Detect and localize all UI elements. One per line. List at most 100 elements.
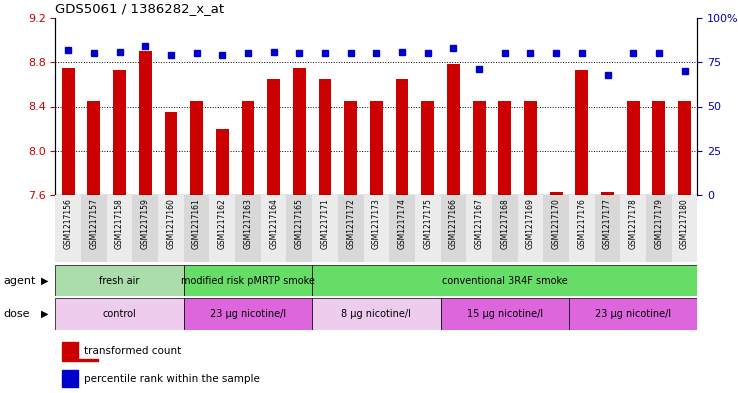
- Text: GSM1217180: GSM1217180: [680, 198, 689, 249]
- Bar: [312, 298, 441, 330]
- Bar: [55, 298, 184, 330]
- Text: GSM1217160: GSM1217160: [167, 198, 176, 249]
- Bar: [55, 195, 81, 262]
- Text: ▶: ▶: [41, 275, 48, 285]
- Bar: [569, 195, 595, 262]
- Bar: [55, 265, 184, 296]
- Text: GSM1217175: GSM1217175: [424, 198, 432, 249]
- Bar: [190, 101, 203, 195]
- Text: GSM1217164: GSM1217164: [269, 198, 278, 249]
- Bar: [62, 359, 98, 361]
- Text: GSM1217163: GSM1217163: [244, 198, 252, 249]
- Bar: [672, 195, 697, 262]
- Bar: [107, 195, 132, 262]
- Bar: [517, 195, 543, 262]
- Bar: [441, 298, 569, 330]
- Bar: [113, 70, 126, 195]
- Text: 15 μg nicotine/l: 15 μg nicotine/l: [466, 309, 543, 319]
- Bar: [312, 195, 338, 262]
- Text: 23 μg nicotine/l: 23 μg nicotine/l: [210, 309, 286, 319]
- Bar: [312, 265, 697, 296]
- Bar: [235, 195, 261, 262]
- Bar: [241, 101, 255, 195]
- Bar: [62, 342, 77, 359]
- Bar: [62, 370, 77, 387]
- Bar: [524, 101, 537, 195]
- Text: GSM1217156: GSM1217156: [63, 198, 72, 249]
- Bar: [396, 79, 408, 195]
- Bar: [215, 129, 229, 195]
- Bar: [132, 195, 158, 262]
- Bar: [415, 195, 441, 262]
- Text: conventional 3R4F smoke: conventional 3R4F smoke: [442, 275, 568, 285]
- Bar: [344, 101, 357, 195]
- Text: GSM1217165: GSM1217165: [295, 198, 304, 249]
- Bar: [62, 68, 75, 195]
- Text: GSM1217166: GSM1217166: [449, 198, 458, 249]
- Bar: [267, 79, 280, 195]
- Text: GSM1217172: GSM1217172: [346, 198, 355, 249]
- Text: GSM1217159: GSM1217159: [141, 198, 150, 249]
- Bar: [319, 79, 331, 195]
- Bar: [550, 192, 562, 195]
- Text: GSM1217170: GSM1217170: [552, 198, 561, 249]
- Bar: [293, 68, 306, 195]
- Text: GSM1217179: GSM1217179: [655, 198, 663, 249]
- Bar: [498, 101, 511, 195]
- Text: percentile rank within the sample: percentile rank within the sample: [84, 373, 260, 384]
- Bar: [87, 101, 100, 195]
- Bar: [261, 195, 286, 262]
- Bar: [139, 51, 151, 195]
- Bar: [286, 195, 312, 262]
- Bar: [447, 64, 460, 195]
- Text: control: control: [103, 309, 137, 319]
- Text: 8 μg nicotine/l: 8 μg nicotine/l: [342, 309, 411, 319]
- Bar: [569, 298, 697, 330]
- Bar: [595, 195, 621, 262]
- Text: GSM1217169: GSM1217169: [526, 198, 535, 249]
- Bar: [678, 101, 691, 195]
- Bar: [364, 195, 389, 262]
- Text: GSM1217178: GSM1217178: [629, 198, 638, 249]
- Bar: [81, 195, 107, 262]
- Text: transformed count: transformed count: [84, 346, 182, 356]
- Text: GSM1217167: GSM1217167: [475, 198, 483, 249]
- Text: GSM1217157: GSM1217157: [89, 198, 98, 249]
- Text: dose: dose: [4, 309, 30, 319]
- Bar: [543, 195, 569, 262]
- Text: agent: agent: [4, 275, 36, 285]
- Bar: [210, 195, 235, 262]
- Bar: [158, 195, 184, 262]
- Bar: [370, 101, 383, 195]
- Bar: [184, 195, 210, 262]
- Text: 23 μg nicotine/l: 23 μg nicotine/l: [595, 309, 672, 319]
- Text: GSM1217176: GSM1217176: [577, 198, 586, 249]
- Bar: [466, 195, 492, 262]
- Text: GSM1217173: GSM1217173: [372, 198, 381, 249]
- Text: GSM1217174: GSM1217174: [398, 198, 407, 249]
- Bar: [389, 195, 415, 262]
- Bar: [472, 101, 486, 195]
- Bar: [184, 298, 312, 330]
- Text: fresh air: fresh air: [100, 275, 139, 285]
- Bar: [652, 101, 665, 195]
- Bar: [184, 265, 312, 296]
- Bar: [165, 112, 177, 195]
- Bar: [601, 192, 614, 195]
- Bar: [621, 195, 646, 262]
- Bar: [492, 195, 517, 262]
- Bar: [576, 70, 588, 195]
- Text: GSM1217158: GSM1217158: [115, 198, 124, 249]
- Text: GSM1217177: GSM1217177: [603, 198, 612, 249]
- Text: GSM1217171: GSM1217171: [320, 198, 329, 249]
- Bar: [646, 195, 672, 262]
- Text: GSM1217162: GSM1217162: [218, 198, 227, 249]
- Bar: [338, 195, 364, 262]
- Text: GSM1217168: GSM1217168: [500, 198, 509, 249]
- Text: GDS5061 / 1386282_x_at: GDS5061 / 1386282_x_at: [55, 2, 224, 15]
- Text: ▶: ▶: [41, 309, 48, 319]
- Bar: [627, 101, 640, 195]
- Text: modified risk pMRTP smoke: modified risk pMRTP smoke: [181, 275, 315, 285]
- Bar: [421, 101, 434, 195]
- Bar: [441, 195, 466, 262]
